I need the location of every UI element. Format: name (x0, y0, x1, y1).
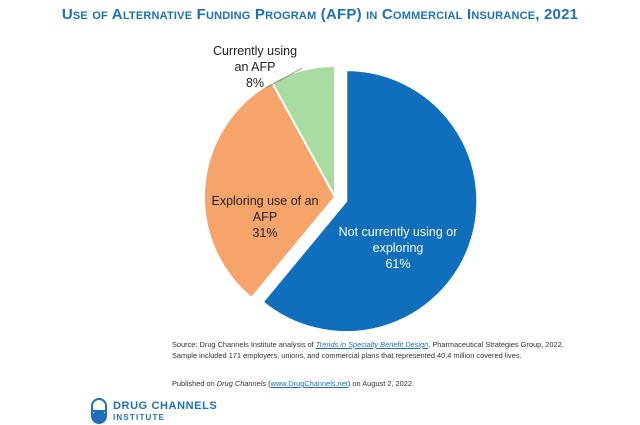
drug-channels-logo-icon (91, 398, 107, 424)
pie-label-2: Exploring use of an AFP 31% (211, 194, 318, 240)
pie-slice-2 (203, 80, 337, 300)
published-note: Published on Drug Channels (www.DrugChan… (172, 379, 415, 388)
pie-slice-3 (270, 64, 336, 198)
pie-label-3: Currently using an AFP 8% (213, 44, 297, 90)
source-note: Source: Drug Channels Institute analysis… (172, 340, 564, 360)
pie-slice-1 (261, 69, 479, 333)
pie-labels: Not currently using or exploring 61% Explor… (211, 44, 457, 271)
source-link[interactable]: Trends in Specialty Benefit Design (315, 340, 429, 349)
chart-title: Use of Alternative Funding Program (AFP)… (61, 6, 579, 23)
logo-text-line1: DRUG CHANNELS (113, 400, 218, 412)
logo-text-line2: INSTITUTE (113, 413, 166, 422)
published-url-link[interactable]: www.DrugChannels.net (270, 379, 348, 388)
pie-slices (203, 64, 479, 333)
pie-label-1: Not currently using or exploring 61% (339, 225, 458, 271)
leader-line (265, 67, 303, 89)
